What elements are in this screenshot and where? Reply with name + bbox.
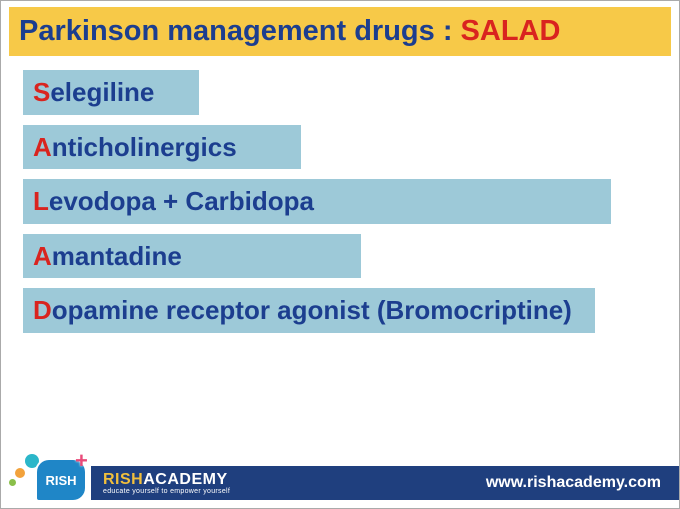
item-first-letter: D bbox=[33, 295, 52, 325]
slide: Parkinson management drugs : SALAD Seleg… bbox=[0, 0, 680, 509]
list-item: Selegiline bbox=[23, 70, 199, 115]
logo-dot-icon bbox=[9, 479, 16, 486]
footer: RISH + RISHACADEMY educate yourself to e… bbox=[1, 460, 679, 508]
footer-bar: RISHACADEMY educate yourself to empower … bbox=[91, 466, 679, 500]
brand-logo: RISH + bbox=[7, 450, 89, 506]
item-first-letter: S bbox=[33, 77, 50, 107]
logo-dot-icon bbox=[15, 468, 25, 478]
footer-brand-part1: RISH bbox=[103, 471, 143, 488]
header-bar: Parkinson management drugs : SALAD bbox=[9, 7, 671, 56]
item-rest: elegiline bbox=[50, 77, 154, 107]
item-rest: nticholinergics bbox=[52, 132, 237, 162]
list-item: Anticholinergics bbox=[23, 125, 301, 170]
footer-tagline: educate yourself to empower yourself bbox=[103, 488, 230, 495]
item-first-letter: A bbox=[33, 241, 52, 271]
footer-brand: RISHACADEMY educate yourself to empower … bbox=[103, 471, 230, 495]
mnemonic-list: Selegiline Anticholinergics Levodopa + C… bbox=[1, 70, 679, 343]
item-first-letter: L bbox=[33, 186, 49, 216]
footer-url: www.rishacademy.com bbox=[486, 474, 661, 492]
list-item: Dopamine receptor agonist (Bromocriptine… bbox=[23, 288, 595, 333]
list-item: Levodopa + Carbidopa bbox=[23, 179, 611, 224]
list-item: Amantadine bbox=[23, 234, 361, 279]
item-rest: opamine receptor agonist (Bromocriptine) bbox=[52, 295, 572, 325]
item-rest: mantadine bbox=[52, 241, 182, 271]
logo-text: RISH bbox=[45, 473, 76, 488]
item-rest: evodopa + Carbidopa bbox=[49, 186, 314, 216]
logo-dot-icon bbox=[25, 454, 39, 468]
item-first-letter: A bbox=[33, 132, 52, 162]
footer-brand-part2: ACADEMY bbox=[143, 471, 227, 488]
header-title-accent: SALAD bbox=[461, 15, 561, 47]
plus-icon: + bbox=[75, 448, 88, 474]
header-title-main: Parkinson management drugs : bbox=[19, 15, 461, 47]
